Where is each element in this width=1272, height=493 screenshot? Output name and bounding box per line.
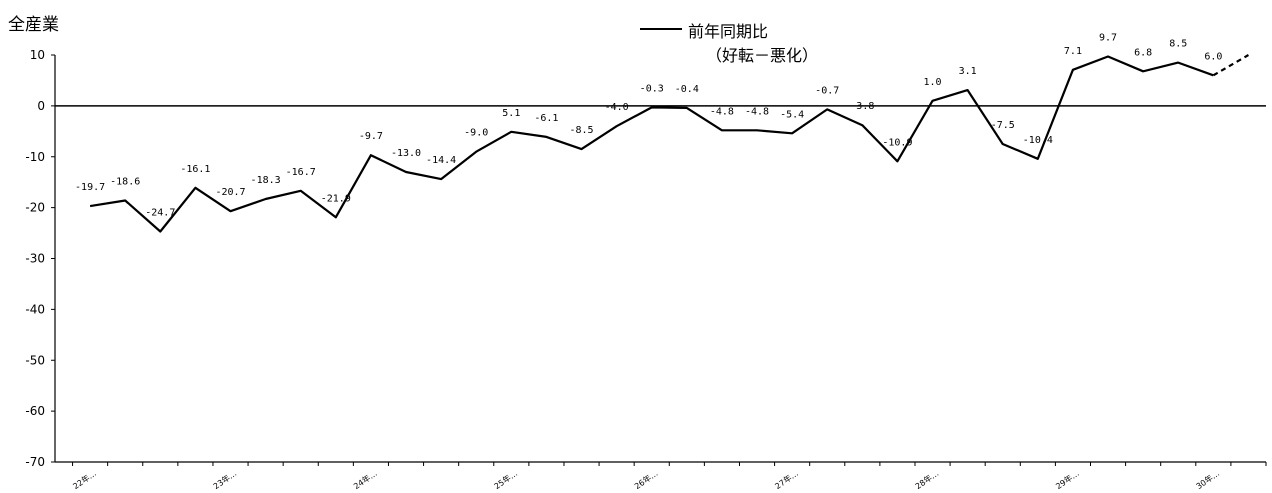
x-category-label: 30年… xyxy=(1194,468,1221,491)
y-tick-label: -10 xyxy=(25,150,45,164)
legend-sublabel: （好転－悪化） xyxy=(706,46,819,65)
x-category-label: 27年… xyxy=(773,468,800,491)
x-category-label: 22年… xyxy=(71,468,98,491)
data-label: -10.4 xyxy=(1023,135,1053,146)
data-label: 9.7 xyxy=(1099,33,1117,44)
y-tick-label: -40 xyxy=(25,302,45,316)
data-label: -5.4 xyxy=(780,109,804,120)
data-label: -13.0 xyxy=(391,148,421,159)
data-label: 5.1 xyxy=(502,108,520,119)
data-label: -0.3 xyxy=(640,83,664,94)
legend-label: 前年同期比 xyxy=(688,22,769,41)
data-label: -3.8 xyxy=(850,101,874,112)
data-label: -6.1 xyxy=(534,113,558,124)
y-tick-label: 10 xyxy=(30,48,45,62)
data-label: -21.9 xyxy=(321,193,351,204)
data-label: 7.1 xyxy=(1064,46,1082,57)
x-category-label: 24年… xyxy=(352,468,379,491)
data-label: -4.8 xyxy=(745,106,769,117)
data-label: -16.7 xyxy=(286,167,316,178)
x-category-label: 25年… xyxy=(492,468,519,491)
y-tick-label: -70 xyxy=(25,455,45,469)
data-label: -14.4 xyxy=(426,155,456,166)
data-label: -4.0 xyxy=(605,102,629,113)
data-label: 3.1 xyxy=(959,66,977,77)
data-label: 6.0 xyxy=(1204,51,1222,62)
data-label: -20.7 xyxy=(215,187,245,198)
x-category-label: 28年… xyxy=(913,468,940,491)
chart-title: 全産業 xyxy=(8,15,59,35)
data-label: -0.4 xyxy=(675,84,699,95)
data-label: -19.7 xyxy=(75,182,105,193)
data-label: 6.8 xyxy=(1134,47,1152,58)
y-tick-label: 0 xyxy=(37,99,45,113)
data-label: -10.9 xyxy=(882,137,912,148)
data-label: -7.5 xyxy=(991,120,1015,131)
y-tick-label: -60 xyxy=(25,404,45,418)
data-label: 8.5 xyxy=(1169,39,1187,50)
data-label: -9.7 xyxy=(359,131,383,142)
data-label: -24.7 xyxy=(145,208,175,219)
y-tick-label: -50 xyxy=(25,353,45,367)
data-label: -18.3 xyxy=(251,175,281,186)
x-category-label: 26年… xyxy=(632,468,659,491)
x-category-label: 29年… xyxy=(1054,468,1081,491)
y-tick-label: -20 xyxy=(25,201,45,215)
series-line xyxy=(89,55,1214,233)
legend: 前年同期比 （好転－悪化） xyxy=(640,18,880,68)
data-label: -4.8 xyxy=(710,106,734,117)
x-category-label: 23年… xyxy=(211,468,238,491)
legend-line-swatch xyxy=(640,28,682,30)
data-label: -8.5 xyxy=(569,125,593,136)
data-label: 1.0 xyxy=(924,77,942,88)
data-label: -0.7 xyxy=(815,85,839,96)
data-label: -16.1 xyxy=(180,164,210,175)
y-tick-label: -30 xyxy=(25,252,45,266)
forecast-line xyxy=(1212,54,1250,77)
data-label: -9.0 xyxy=(464,128,488,139)
data-label: -18.6 xyxy=(110,177,140,188)
